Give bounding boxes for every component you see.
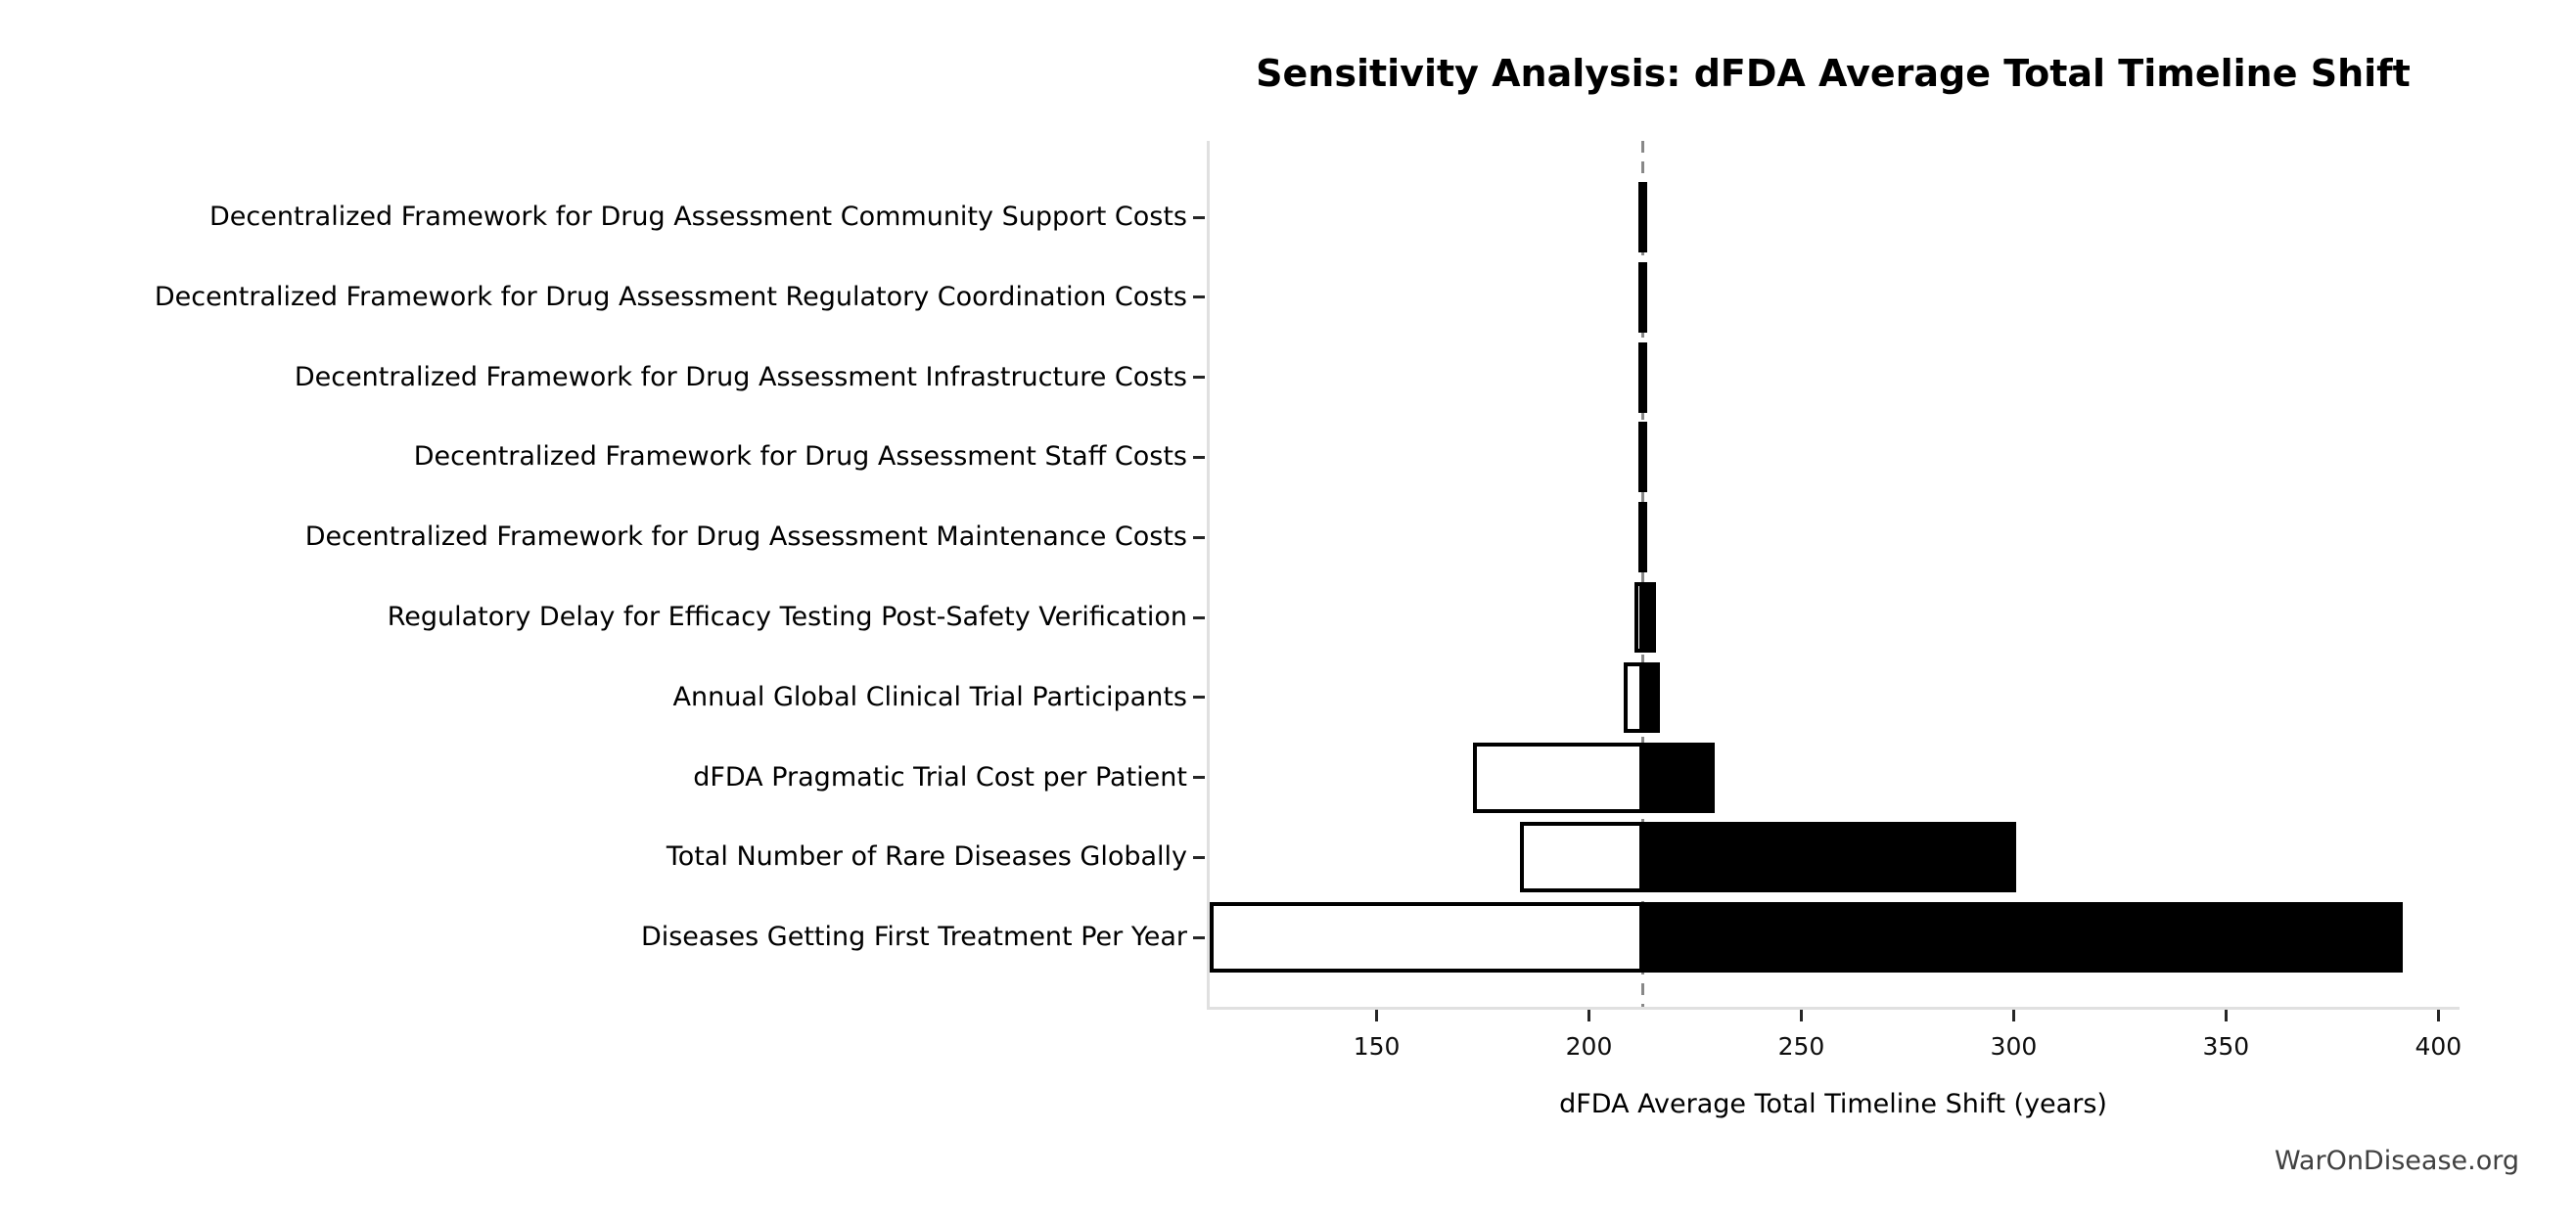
bar-low <box>1624 661 1643 733</box>
y-tick-mark <box>1193 215 1205 219</box>
y-tick-label: Annual Global Clinical Trial Participant… <box>672 681 1187 712</box>
y-tick-label: Regulatory Delay for Efficacy Testing Po… <box>387 602 1187 632</box>
x-tick-mark <box>1375 1010 1379 1021</box>
y-tick-label: Decentralized Framework for Drug Assessm… <box>154 281 1187 312</box>
y-tick-label: Total Number of Rare Diseases Globally <box>666 841 1187 873</box>
y-tick-label: Diseases Getting First Treatment Per Yea… <box>640 922 1187 953</box>
y-tick-label: Decentralized Framework for Drug Assessm… <box>294 361 1187 392</box>
y-tick-mark <box>1193 615 1205 619</box>
bar-high <box>1642 742 1716 813</box>
y-tick-mark <box>1193 535 1205 539</box>
x-tick-label: 250 <box>1777 1032 1825 1061</box>
y-tick-mark <box>1193 696 1205 700</box>
chart-title: Sensitivity Analysis: dFDA Average Total… <box>1256 52 2411 95</box>
bar-low <box>1210 902 1643 974</box>
y-tick-mark <box>1193 855 1205 859</box>
y-tick-mark <box>1193 776 1205 780</box>
x-tick-mark <box>1587 1010 1590 1021</box>
x-tick-mark <box>2436 1010 2440 1021</box>
bar-low <box>1473 742 1643 813</box>
bar-high <box>1642 902 2404 974</box>
bar-high <box>1642 502 1647 573</box>
bar-high <box>1642 661 1660 733</box>
bar-high <box>1642 582 1656 653</box>
y-tick-mark <box>1193 455 1205 459</box>
bar-low <box>1633 582 1643 653</box>
bar-high <box>1642 822 2017 893</box>
x-tick-label: 350 <box>2202 1032 2250 1061</box>
y-tick-label: Decentralized Framework for Drug Assessm… <box>209 202 1187 232</box>
bar-high <box>1642 341 1647 413</box>
y-tick-label: dFDA Pragmatic Trial Cost per Patient <box>693 761 1187 793</box>
x-tick-mark <box>2224 1010 2228 1021</box>
y-tick-mark <box>1193 376 1205 380</box>
y-tick-label: Decentralized Framework for Drug Assessm… <box>304 521 1187 553</box>
y-tick-mark <box>1193 935 1205 939</box>
bar-high <box>1642 182 1647 252</box>
x-tick-label: 200 <box>1565 1032 1613 1061</box>
plot-area <box>1207 141 2460 1010</box>
x-axis-label: dFDA Average Total Timeline Shift (years… <box>1559 1089 2107 1119</box>
watermark: WarOnDisease.org <box>2274 1146 2519 1176</box>
bar-high <box>1642 422 1647 493</box>
x-tick-label: 300 <box>1990 1032 2038 1061</box>
x-tick-mark <box>2011 1010 2015 1021</box>
baseline-dashed-line <box>1641 141 1645 1007</box>
x-tick-mark <box>1799 1010 1803 1021</box>
x-tick-label: 150 <box>1353 1032 1401 1061</box>
y-tick-mark <box>1193 295 1205 299</box>
y-tick-label: Decentralized Framework for Drug Assessm… <box>413 441 1187 473</box>
x-tick-label: 400 <box>2415 1032 2462 1061</box>
bar-low <box>1519 822 1643 893</box>
bar-high <box>1642 261 1647 333</box>
